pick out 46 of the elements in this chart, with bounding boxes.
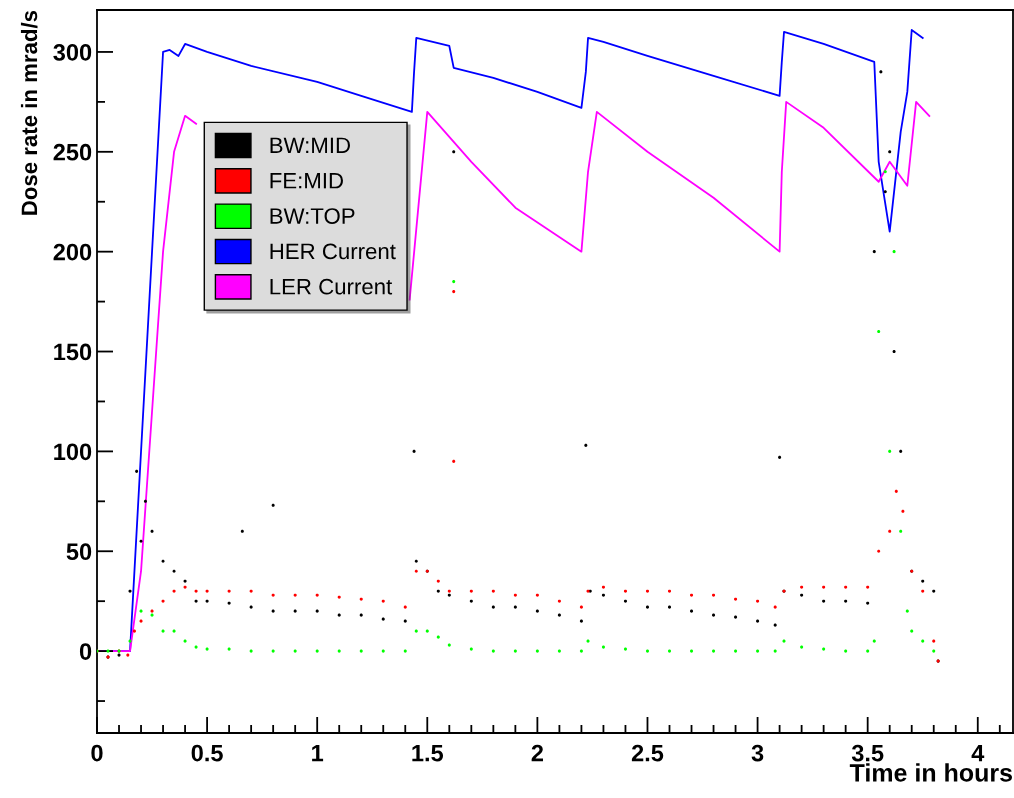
- x-axis-title: Time in hours: [849, 763, 1012, 782]
- x-tick-label: 0: [91, 744, 103, 762]
- y-tick-label: 50: [66, 543, 92, 561]
- point: [436, 579, 440, 583]
- point: [205, 647, 209, 651]
- legend-label: LER Current: [270, 278, 393, 295]
- y-tick-label: 150: [54, 343, 92, 361]
- point: [773, 605, 777, 609]
- x-tick-label: 2: [531, 744, 544, 762]
- y-tick-label: 200: [53, 243, 92, 261]
- x-tick-label: 4: [971, 744, 985, 762]
- point: [452, 280, 456, 284]
- point: [381, 599, 385, 603]
- legend-label: HER Current: [270, 243, 396, 260]
- point: [271, 649, 275, 653]
- legend-label: BW:TOP: [270, 208, 355, 224]
- legend-label: FE:MID: [270, 173, 343, 189]
- legend-label: BW:MID: [270, 137, 350, 153]
- point: [227, 647, 231, 651]
- point: [877, 330, 881, 334]
- point: [271, 593, 275, 597]
- y-axis-title: Dose rate in mrad/s: [20, 10, 38, 215]
- point: [315, 593, 319, 597]
- point: [894, 489, 898, 493]
- point: [888, 449, 892, 453]
- point: [414, 569, 418, 573]
- x-tick-label: 3.5: [851, 744, 884, 762]
- x-tick-label: 0.5: [191, 744, 223, 762]
- point: [883, 170, 887, 174]
- point: [359, 597, 363, 601]
- point: [337, 595, 341, 599]
- y-tick-label: 100: [54, 443, 92, 461]
- point: [249, 649, 253, 653]
- x-tick-label: 3: [751, 744, 764, 762]
- point: [452, 459, 456, 463]
- x-tick-label: 2.5: [631, 744, 664, 762]
- point: [452, 290, 456, 294]
- y-tick-label: 300: [53, 44, 92, 61]
- y-tick-label: 0: [79, 643, 92, 660]
- y-tick-label: 250: [53, 143, 92, 161]
- point: [877, 549, 881, 553]
- x-tick-label: 1.5: [412, 744, 444, 762]
- x-tick-label: 1: [312, 744, 324, 762]
- point: [293, 593, 297, 597]
- point: [888, 529, 892, 533]
- point: [899, 529, 903, 533]
